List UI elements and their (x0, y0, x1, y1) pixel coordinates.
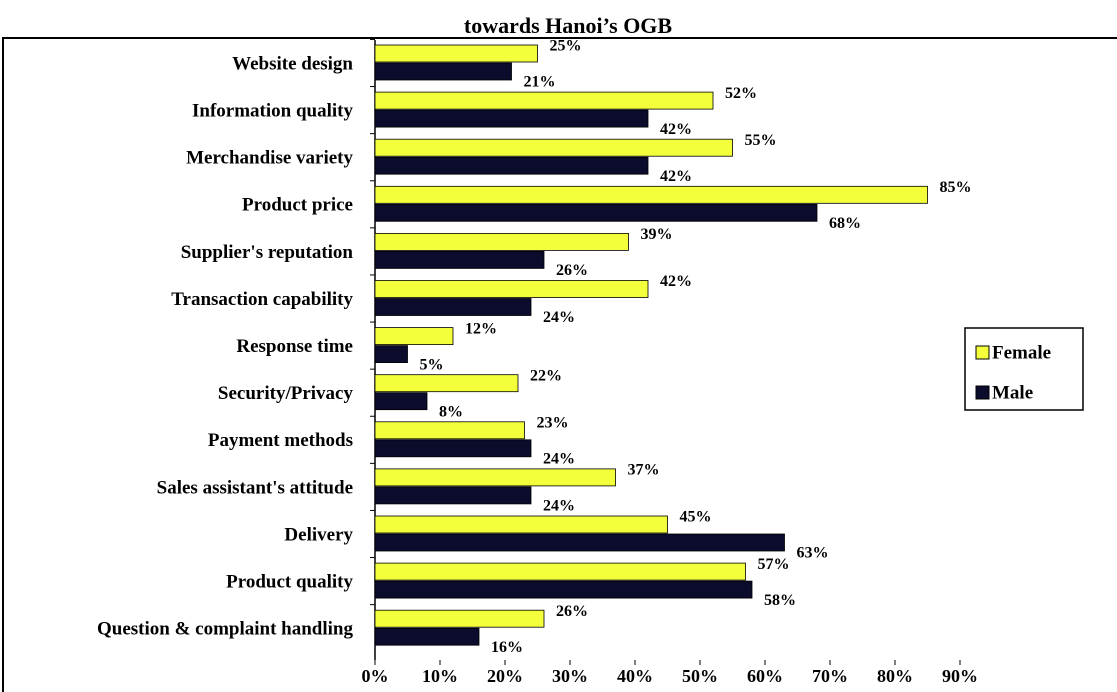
x-tick-label: 70% (812, 666, 848, 686)
bar (374, 421, 525, 440)
chart-frame (2, 37, 1117, 692)
bar (374, 44, 538, 63)
category-label: Delivery (284, 524, 353, 545)
value-label: 55% (745, 132, 777, 149)
value-label: 8% (439, 403, 463, 420)
value-label: 42% (660, 121, 692, 138)
category-label: Sales assistant's attitude (157, 477, 353, 498)
value-label: 57% (758, 556, 790, 573)
bar (374, 280, 649, 298)
value-label: 5% (420, 356, 444, 373)
value-label: 37% (628, 462, 660, 479)
x-tick-label: 50% (682, 666, 718, 686)
bar (374, 439, 532, 458)
bar (374, 374, 519, 393)
x-tick-label: 40% (617, 666, 653, 686)
value-label: 52% (725, 85, 757, 102)
x-tick-label: 0% (362, 666, 389, 686)
value-label: 58% (764, 592, 796, 609)
bar (374, 580, 753, 599)
bar (374, 138, 733, 157)
bar (374, 533, 785, 552)
category-label: Security/Privacy (218, 383, 354, 404)
value-label: 16% (491, 639, 523, 656)
value-label: 63% (797, 545, 829, 562)
value-label: 21% (524, 74, 556, 91)
bar (374, 562, 746, 581)
value-label: 12% (465, 320, 497, 337)
value-label: 26% (556, 603, 588, 620)
category-label: Website design (232, 53, 353, 74)
legend-swatch (975, 345, 990, 360)
x-tick-label: 60% (747, 666, 783, 686)
bar (374, 156, 649, 175)
category-label: Information quality (192, 100, 353, 121)
category-label: Payment methods (208, 430, 353, 451)
value-label: 24% (543, 498, 575, 515)
bar (374, 486, 532, 505)
x-tick-label: 20% (487, 666, 523, 686)
legend-label: Female (992, 342, 1051, 363)
category-label: Merchandise variety (186, 148, 353, 169)
bar (374, 109, 649, 128)
category-label: Product price (242, 195, 353, 216)
value-label: 26% (556, 262, 588, 279)
value-label: 24% (543, 450, 575, 467)
bar (374, 185, 928, 204)
bar (374, 298, 532, 316)
category-label: Product quality (226, 571, 353, 592)
value-label: 68% (829, 215, 861, 232)
value-label: 23% (537, 414, 569, 431)
value-label: 39% (641, 226, 673, 243)
value-label: 42% (660, 168, 692, 185)
value-label: 45% (680, 509, 712, 526)
legend-label: Male (992, 382, 1033, 403)
x-tick-label: 10% (422, 666, 458, 686)
bar (374, 392, 428, 411)
value-label: 24% (543, 309, 575, 326)
category-label: Supplier's reputation (181, 242, 354, 263)
bar (374, 515, 668, 534)
bar (374, 232, 629, 251)
bar (374, 345, 408, 364)
category-label: Transaction capability (171, 289, 353, 310)
bar (374, 62, 512, 81)
bar (374, 250, 545, 269)
chart-title: towards Hanoi’s OGB (464, 13, 673, 38)
value-label: 25% (550, 38, 582, 55)
x-tick-label: 80% (877, 666, 913, 686)
bar (374, 327, 454, 346)
value-label: 42% (660, 273, 692, 290)
bar (374, 627, 480, 646)
x-tick-label: 90% (942, 666, 978, 686)
category-label: Response time (236, 336, 353, 357)
bar (374, 91, 714, 110)
legend-swatch (975, 385, 990, 400)
value-label: 85% (940, 179, 972, 196)
bar (374, 203, 818, 222)
category-label: Question & complaint handling (97, 619, 354, 640)
x-tick-label: 30% (552, 666, 588, 686)
bar (374, 468, 616, 487)
bar (374, 609, 545, 628)
value-label: 22% (530, 367, 562, 384)
